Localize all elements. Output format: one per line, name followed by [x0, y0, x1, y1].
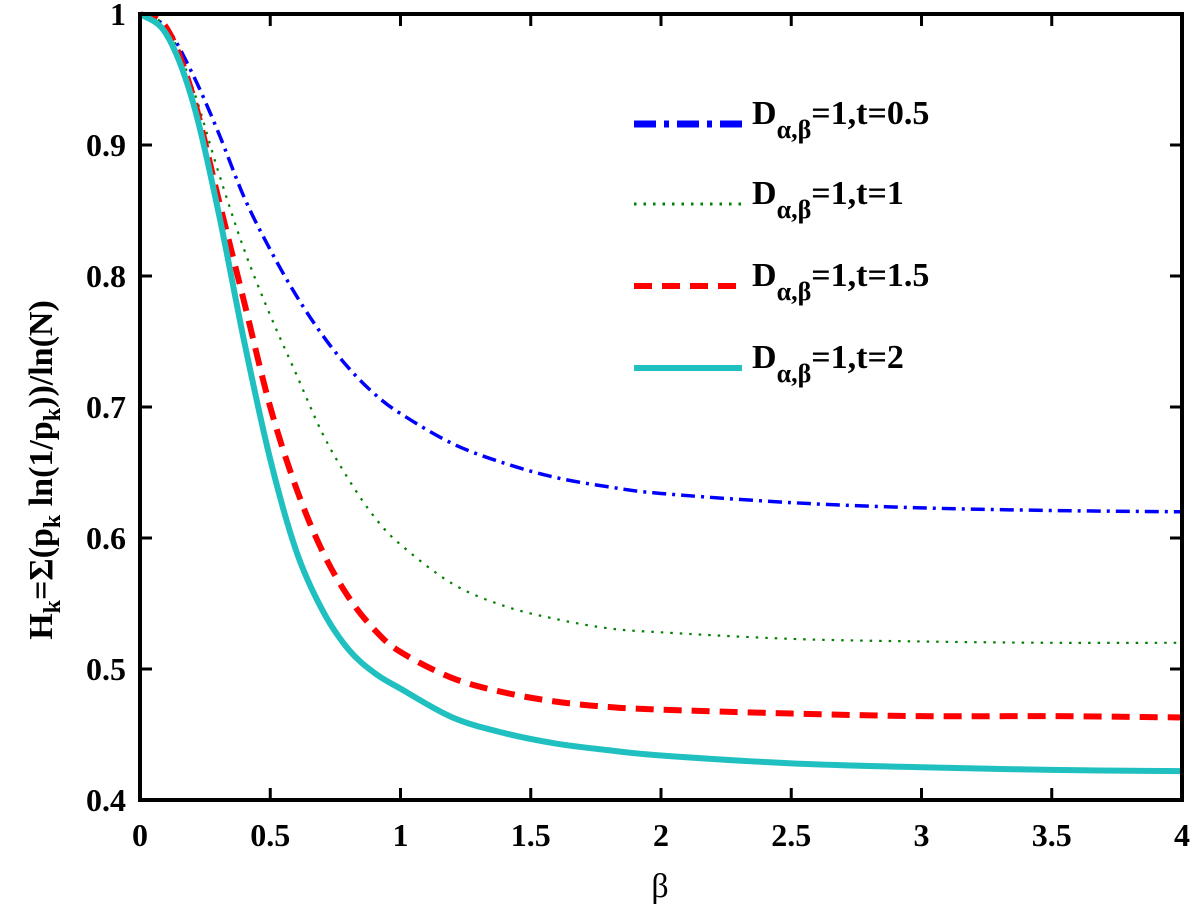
- x-tick-label: 3.5: [1032, 817, 1072, 853]
- legend-label-3: Dα,β=1,t=1.5: [752, 257, 929, 306]
- y-tick-label: 0.8: [86, 258, 126, 294]
- x-tick-label: 4: [1174, 817, 1190, 853]
- x-tick-label: 1.5: [511, 817, 551, 853]
- x-tick-label: 3: [914, 817, 930, 853]
- legend-label-2: Dα,β=1,t=1: [752, 175, 904, 224]
- plot-area: [138, 11, 1183, 775]
- series-line-1: [139, 12, 1183, 514]
- x-tick-label: 0.5: [250, 817, 290, 853]
- y-axis-label: Hk=Σ(pk ln(1/pk))/ln(N): [23, 300, 66, 640]
- x-axis-label: β: [651, 868, 668, 905]
- x-tick-label: 2.5: [771, 817, 811, 853]
- legend: Dα,β=1,t=0.5 Dα,β=1,t=1 Dα,β=1,t=1.5 Dα,β=1…: [634, 95, 929, 388]
- y-tick-label: 0.6: [86, 520, 126, 556]
- axes-frame: [138, 12, 1184, 802]
- series-line-4: [138, 11, 1183, 775]
- ticks: 0 0.5 1 1.5 2 2.5 3 3.5 4 0.4 0.5 0.6 0.7 0.8 0.9 1: [86, 0, 1190, 853]
- y-tick-label: 0.5: [86, 651, 126, 687]
- legend-label-4: Dα,β=1,t=2: [752, 339, 904, 388]
- x-tick-label: 0: [132, 817, 148, 853]
- y-tick-label: 0.4: [86, 782, 126, 818]
- y-tick-label: 0.9: [86, 127, 126, 163]
- x-tick-label: 1: [393, 817, 409, 853]
- legend-label-1: Dα,β=1,t=0.5: [752, 95, 929, 144]
- y-tick-label: 1: [110, 0, 126, 32]
- x-tick-label: 2: [653, 817, 669, 853]
- series-line-3: [138, 11, 1183, 721]
- axes: [138, 12, 1184, 802]
- y-tick-label: 0.7: [86, 389, 126, 425]
